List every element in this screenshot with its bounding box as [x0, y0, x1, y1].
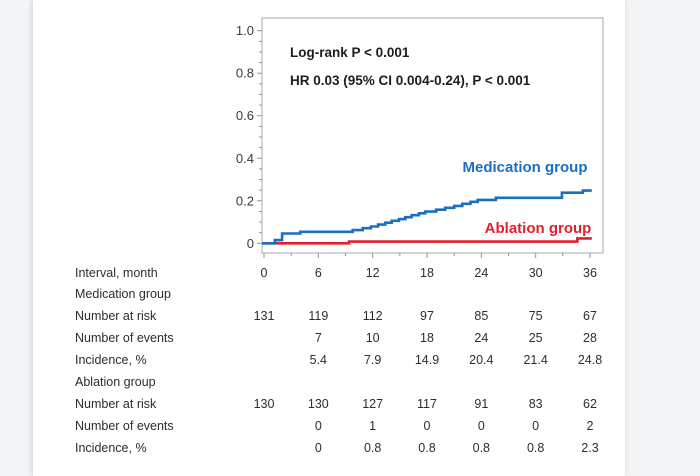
table-cell: 85: [474, 309, 489, 324]
y-tick-label: 0.4: [236, 151, 254, 166]
table-row: Number at risk 130 130 127 117 91 83 62: [33, 396, 625, 413]
table-row-label: Incidence, %: [75, 440, 147, 455]
table-cell: 130: [253, 396, 275, 411]
table-cell: 30: [528, 265, 543, 280]
table-row-label: Medication group: [75, 287, 171, 302]
table-cell: 7: [314, 331, 322, 346]
table-cell: 75: [528, 309, 543, 324]
table-cell: 0: [314, 418, 322, 433]
table-cell: 0.8: [363, 440, 382, 455]
table-cell: 36: [583, 265, 597, 280]
plot-frame: [261, 17, 604, 254]
table-cell: 20.4: [469, 353, 494, 368]
table-cell: 0.8: [472, 440, 491, 455]
table-cell: 97: [420, 309, 434, 324]
medication-group-curve-label: Medication group: [463, 159, 588, 176]
hazard-ratio-annotation: HR 0.03 (95% CI 0.004-0.24), P < 0.001: [290, 73, 531, 88]
plot-border: [261, 17, 604, 254]
table-cell: 0: [314, 440, 322, 455]
table-cell: 2: [586, 418, 594, 433]
logrank-annotation: Log-rank P < 0.001: [290, 45, 410, 60]
table-row-label: Interval, month: [75, 265, 158, 280]
page-surface: 0 0.2 0.4 0.6 0.8 1.0 Log-rank P < 0.001 HR 0…: [33, 0, 625, 476]
table-cell: 14.9: [414, 353, 440, 368]
table-row: Interval, month 0 6 12 18 24 30 36: [33, 265, 625, 282]
table-row: Medication group: [33, 286, 625, 303]
table-cell: 131: [253, 309, 275, 324]
y-tick-label: 0: [247, 236, 254, 251]
table-cell: 62: [583, 396, 597, 411]
table-cell: 10: [365, 331, 380, 346]
table-cell: 6: [314, 265, 322, 280]
table-cell: 117: [417, 396, 437, 411]
plot-ticks: 0 0.2 0.4 0.6 0.8 1.0: [236, 23, 591, 258]
table-cell: 24: [474, 331, 489, 346]
table-cell: 2.3: [581, 440, 599, 455]
medication-group-curve: [262, 189, 592, 245]
table-cell: 119: [308, 309, 329, 324]
table-row-label: Number of events: [75, 331, 174, 346]
y-tick-label: 1.0: [236, 23, 254, 38]
table-cell: 127: [362, 396, 384, 411]
table-row-label: Incidence, %: [75, 353, 147, 368]
y-tick-label: 0.2: [236, 193, 254, 208]
table-cell: 0: [532, 418, 540, 433]
km-plot: 0 0.2 0.4 0.6 0.8 1.0 Log-rank P < 0.001 HR 0…: [236, 17, 604, 258]
table-cell: 130: [307, 396, 329, 411]
table-cell: 18: [420, 331, 434, 346]
table-row: Number at risk 131 119 112 97 85 75 67: [33, 308, 625, 325]
table-cell: 0: [477, 418, 485, 433]
y-tick-label: 0.6: [236, 108, 254, 123]
table-row-label: Number at risk: [75, 396, 157, 411]
table-cell: 67: [583, 309, 597, 324]
table-cell: 83: [528, 396, 543, 411]
table-row: Ablation group: [33, 374, 625, 391]
table-cell: 24.8: [577, 353, 603, 368]
table-row-label: Ablation group: [75, 375, 156, 389]
table-row: Number of events 0 1 0 0 0 2: [33, 418, 625, 435]
table-cell: 12: [365, 265, 380, 280]
table-cell: 1: [369, 418, 377, 433]
table-cell: 24: [474, 265, 489, 280]
table-cell: 0.8: [418, 440, 436, 455]
table-row: Incidence, % 5.4 7.9 14.9 20.4 21.4 24.8: [33, 352, 625, 369]
table-cell: 91: [474, 396, 489, 411]
risk-table: Interval, month 0 6 12 18 24 30 36 Medication gr…: [33, 0, 625, 476]
table-cell: 25: [528, 331, 543, 346]
y-tick-label: 0.8: [236, 66, 254, 81]
table-cell: 7.9: [363, 353, 382, 368]
table-cell: 5.4: [309, 353, 328, 368]
table-row: Incidence, % 0 0.8 0.8 0.8 0.8 2.3: [33, 440, 625, 457]
ablation-group-curve-label: Ablation group: [485, 220, 592, 237]
table-cell: 18: [420, 265, 434, 280]
table-row: Number of events 7 10 18 24 25 28: [33, 330, 625, 347]
survival-curves: [262, 189, 592, 245]
table-cell: 21.4: [523, 353, 548, 368]
table-cell: 28: [583, 331, 597, 346]
table-cell: 0: [423, 418, 431, 433]
table-cell: 0.8: [526, 440, 545, 455]
table-row-label: Number of events: [75, 418, 174, 433]
table-cell: 0: [260, 265, 268, 280]
table-cell: 112: [362, 309, 383, 324]
table-row-label: Number at risk: [75, 309, 157, 324]
